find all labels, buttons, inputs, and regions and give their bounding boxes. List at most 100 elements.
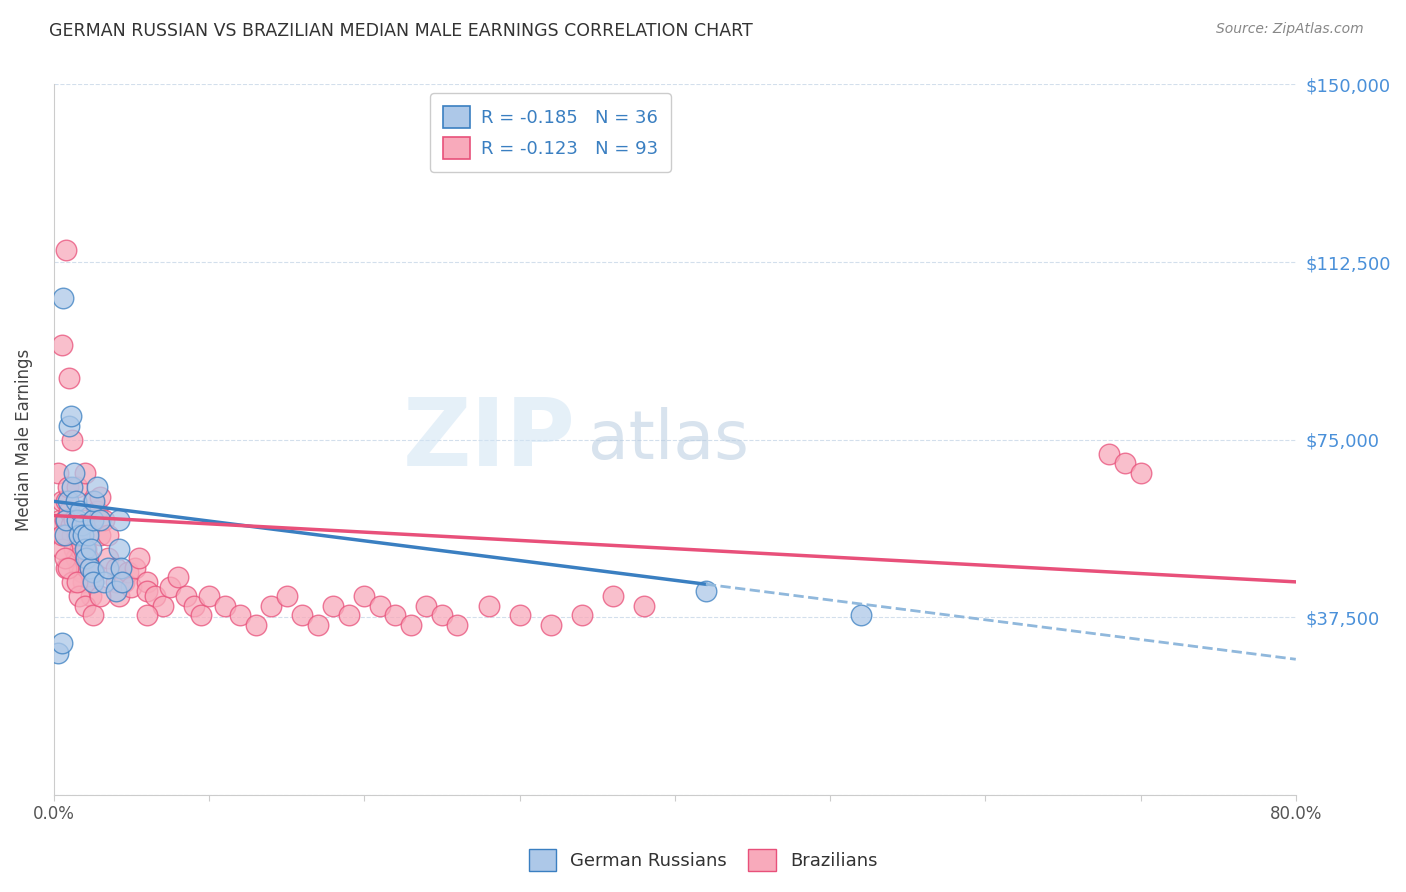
Point [58,371,80,385]
Point [229,608,252,623]
Point [82,494,104,508]
Point [56,494,79,508]
Point [55,494,77,508]
Point [66,527,89,541]
Point [384,608,406,623]
Point [65,551,87,566]
Point [117,566,139,580]
Point [53,551,76,566]
Point [571,608,593,623]
Point [55,513,77,527]
Point [540,617,562,632]
Point [73,599,96,613]
Point [86,504,108,518]
Point [337,608,360,623]
Point [59,409,82,423]
Point [97,527,120,541]
Point [83,494,105,508]
Point [89,490,111,504]
Point [602,589,624,603]
Point [183,599,205,613]
Point [75,541,97,556]
Point [276,589,298,603]
Point [52,291,75,305]
Point [62,527,84,541]
Point [63,466,86,480]
Point [368,599,391,613]
Point [136,584,159,599]
Point [62,433,84,447]
Point [51,541,73,556]
Point [120,580,142,594]
Point [66,480,89,494]
Point [52,527,75,541]
Point [93,513,115,527]
Point [75,551,97,566]
Point [63,513,86,527]
Point [58,504,80,518]
Point [66,574,89,589]
Point [104,560,127,574]
Point [63,541,86,556]
Point [72,574,94,589]
Point [79,560,101,574]
Point [849,608,872,623]
Point [174,589,197,603]
Point [159,580,181,594]
Point [143,589,166,603]
Point [291,608,314,623]
Point [214,599,236,613]
Point [59,518,82,533]
Text: Source: ZipAtlas.com: Source: ZipAtlas.com [1216,22,1364,37]
Y-axis label: Median Male Earnings: Median Male Earnings [15,349,32,531]
Point [110,560,132,574]
Point [89,589,111,603]
Point [51,636,73,650]
Point [67,560,90,574]
Point [83,566,105,580]
Point [73,466,96,480]
Point [55,244,77,258]
Point [73,513,96,527]
Point [128,551,150,566]
Point [48,646,70,660]
Point [69,504,91,518]
Point [89,513,111,527]
Point [53,527,76,541]
Point [415,599,437,613]
Point [446,617,468,632]
Point [353,589,375,603]
Point [111,574,134,589]
Point [112,574,135,589]
Point [73,541,96,556]
Point [56,560,79,574]
Point [190,608,212,623]
Point [108,513,131,527]
Point [1114,457,1136,471]
Point [49,513,72,527]
Point [82,574,104,589]
Point [307,617,329,632]
Point [322,599,344,613]
Point [104,574,127,589]
Point [55,560,77,574]
Point [136,608,159,623]
Point [53,513,76,527]
Point [86,480,108,494]
Point [82,608,104,623]
Point [77,527,100,541]
Point [430,608,453,623]
Point [77,551,100,566]
Point [89,527,111,541]
Point [79,560,101,574]
Point [477,599,499,613]
Point [48,466,70,480]
Point [82,574,104,589]
Point [198,589,221,603]
Point [152,599,174,613]
Point [70,566,93,580]
Point [399,617,422,632]
Point [80,541,103,556]
Point [108,541,131,556]
Text: atlas: atlas [588,407,749,473]
